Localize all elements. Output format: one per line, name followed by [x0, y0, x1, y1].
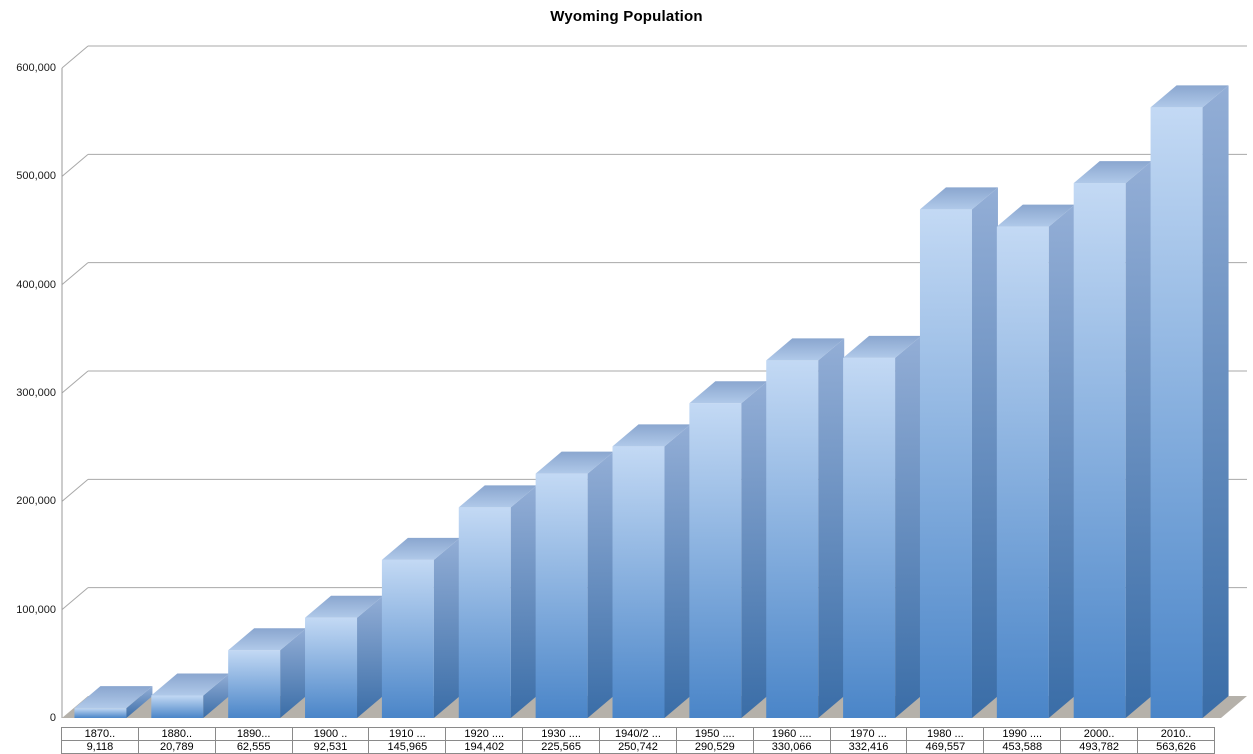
y-axis-tick-label: 400,000 [16, 278, 56, 291]
category-cell: 1940/2 ... [599, 727, 677, 741]
bar-1930 [535, 451, 614, 718]
value-cell: 9,118 [61, 740, 139, 754]
category-cell: 2010.. [1137, 727, 1215, 741]
y-axis-tick-label: 0 [49, 712, 56, 724]
bar-2000 [1073, 161, 1152, 718]
category-cell: 1880.. [137, 727, 216, 741]
value-cell: 225,565 [522, 740, 601, 754]
category-cell: 1910 ... [368, 727, 447, 741]
gridline [61, 153, 1247, 177]
value-cell: 194,402 [445, 740, 524, 754]
value-cell: 62,555 [214, 740, 293, 754]
value-cell: 20,789 [137, 740, 216, 754]
data-table: 1870.. 1880.. 1890... 1900 .. 1910 ... 1920 .… [61, 727, 1215, 754]
value-cell: 92,531 [291, 740, 370, 754]
value-cell: 290,529 [675, 740, 754, 754]
bar-1900 [305, 595, 384, 718]
value-cell: 469,557 [906, 740, 985, 754]
value-cell: 493,782 [1060, 740, 1139, 754]
table-value-row: 9,118 20,789 62,555 92,531 145,965 194,402 225… [61, 740, 1215, 754]
category-cell: 1890... [214, 727, 293, 741]
category-cell: 1870.. [61, 727, 139, 741]
category-cell: 1950 .... [675, 727, 754, 741]
bar-1970 [843, 335, 922, 718]
y-axis-tick-label: 100,000 [16, 603, 56, 616]
category-cell: 1970 ... [829, 727, 908, 741]
bar-1890 [228, 628, 307, 718]
bar-1990 [996, 204, 1075, 718]
category-cell: 1930 .... [522, 727, 601, 741]
value-cell: 453,588 [983, 740, 1062, 754]
bar-1880 [151, 673, 230, 718]
category-cell: 1980 ... [906, 727, 985, 741]
value-cell: 330,066 [752, 740, 831, 754]
y-axis-tick-label: 600,000 [16, 62, 56, 74]
gridline [61, 45, 1247, 69]
bar-1920 [458, 485, 537, 718]
y-axis-tick-label: 300,000 [16, 387, 56, 399]
value-cell: 563,626 [1137, 740, 1215, 754]
value-cell: 332,416 [829, 740, 908, 754]
category-cell: 1900 .. [291, 727, 370, 741]
bar-1870 [74, 686, 153, 718]
value-cell: 250,742 [599, 740, 677, 754]
category-cell: 1990 .... [983, 727, 1062, 741]
bar-2010 [1150, 85, 1229, 719]
value-cell: 145,965 [368, 740, 447, 754]
bar-1960 [766, 338, 845, 718]
y-axis-tick-label: 500,000 [16, 170, 56, 183]
category-cell: 2000.. [1060, 727, 1139, 741]
bar-1910 [381, 537, 460, 718]
table-category-row: 1870.. 1880.. 1890... 1900 .. 1910 ... 1920 .… [61, 727, 1215, 741]
bar-19402 [612, 424, 691, 718]
bar-1950 [689, 381, 768, 718]
y-axis-tick-label: 200,000 [16, 495, 56, 508]
chart-title: Wyoming Population [550, 8, 703, 25]
bar-1980 [919, 187, 998, 719]
category-cell: 1920 .... [445, 727, 524, 741]
category-cell: 1960 .... [752, 727, 831, 741]
